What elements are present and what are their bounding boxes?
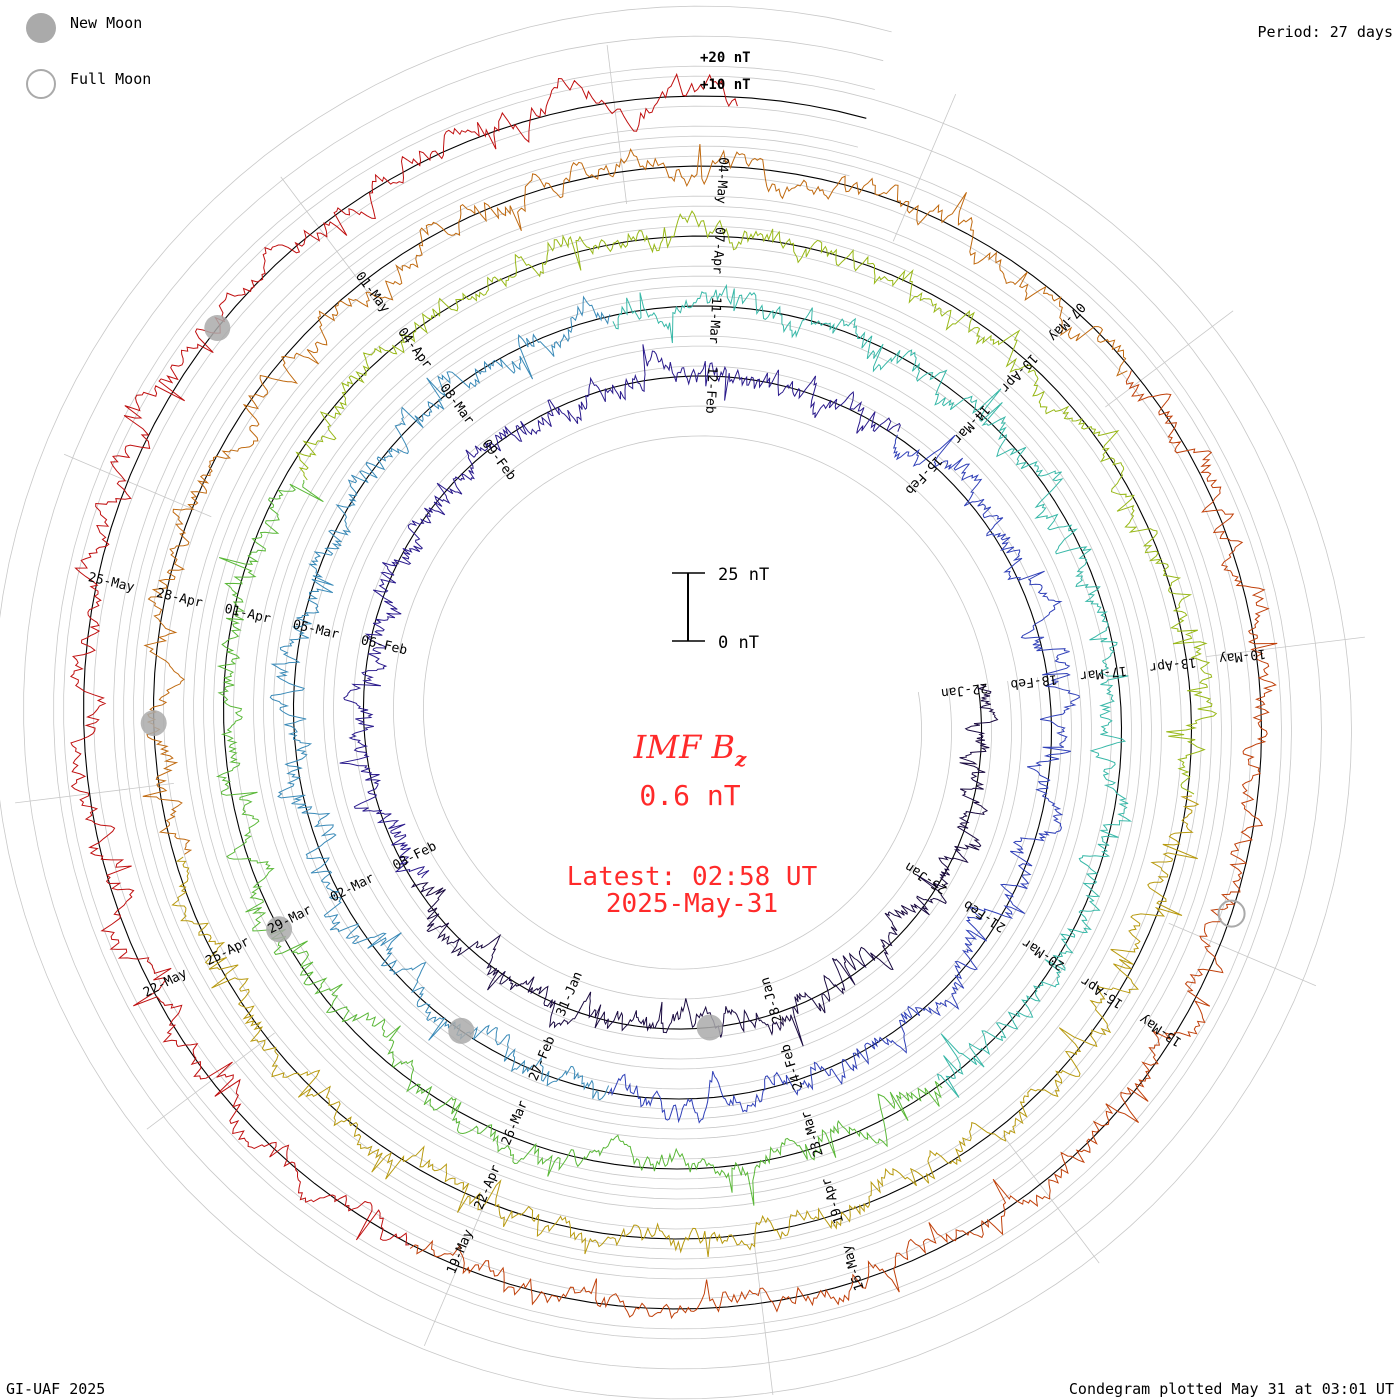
date-label-27: 13-Apr (1148, 654, 1197, 675)
date-label-36: 10-May (1218, 645, 1267, 666)
full-moon-legend-label: Full Moon (70, 70, 152, 88)
date-label-8: 15-Feb (902, 453, 945, 498)
plotted-timestamp: Condegram plotted May 31 at 03:01 UT (1068, 1380, 1394, 1398)
radial-spoke-0 (1206, 636, 1365, 657)
date-label-32: 28-Apr (155, 586, 204, 611)
center-title-main: IMF B (633, 728, 735, 766)
new-moon-legend-icon (26, 13, 56, 43)
latest-date: 2025-May-31 (606, 889, 778, 919)
grid-spiral-2 (53, 65, 1292, 1340)
period-label: Period: 27 days (1257, 23, 1393, 41)
center-value: 0.6 nT (639, 779, 740, 812)
latest-time: Latest: 02:58 UT (567, 862, 818, 892)
scale-top-label: 25 nT (718, 565, 769, 585)
full-moon-legend-icon (26, 69, 56, 99)
new-moon-marker-1 (448, 1017, 475, 1044)
bz-trace-segment-5 (215, 480, 943, 1206)
date-label-23: 01-Apr (223, 602, 272, 627)
date-label-3: 31-Jan (554, 970, 586, 1019)
bz-trace-segment-10 (69, 72, 738, 1246)
bz-trace-segment-7 (171, 795, 1200, 1257)
date-label-9: 18-Feb (1009, 671, 1058, 692)
ref-label-plus20: +20 nT (700, 50, 751, 66)
bz-trace-segment-4 (612, 283, 1133, 1098)
new-moon-marker-0 (696, 1014, 723, 1041)
radial-spoke-5 (146, 1032, 275, 1130)
scale-bottom-label: 0 nT (718, 633, 759, 653)
center-readout: IMF Bz 0.6 nT Latest: 02:58 UT 2025-May-… (567, 728, 818, 919)
date-label-34: 04-May (713, 157, 730, 205)
date-label-25: 07-Apr (709, 227, 726, 275)
radial-spoke-9 (606, 45, 627, 204)
bz-trace-segment-6 (295, 210, 1218, 795)
bz-trace-segment-0 (410, 683, 999, 1047)
date-label-0: 22-Jan (940, 680, 988, 701)
bz-data-trace (69, 72, 1278, 1320)
center-title-sub: z (734, 747, 747, 771)
radial-spoke-4 (423, 1198, 488, 1347)
radial-spoke-10 (892, 93, 957, 242)
date-label-33: 01-May (352, 269, 392, 316)
date-label-26: 10-Apr (997, 350, 1040, 395)
grid-spiral-3 (23, 35, 1322, 1370)
grid-spiral-0 (143, 155, 1202, 1250)
bz-trace-segment-1 (339, 344, 901, 879)
new-moon-marker-2 (266, 916, 293, 943)
radial-spokes (15, 45, 1365, 1395)
radial-spoke-11 (1105, 310, 1234, 408)
ref-label-plus10: +10 nT (700, 77, 751, 93)
bz-trace-segment-2 (607, 434, 1080, 1124)
radial-spoke-7 (63, 453, 212, 518)
bz-trace-segment-8 (142, 143, 1128, 855)
scale-bar: 25 nT 0 nT (672, 565, 769, 653)
center-title: IMF Bz (633, 728, 747, 771)
date-label-16: 11-Mar (706, 296, 723, 344)
radial-spoke-3 (753, 1236, 774, 1395)
new-moon-marker-3 (140, 710, 167, 737)
zero-reference-spiral (83, 95, 1263, 1310)
date-label-15: 08-Mar (436, 381, 476, 428)
date-label-7: 12-Feb (702, 366, 719, 414)
new-moon-legend-label: New Moon (70, 14, 143, 32)
zero-spiral (83, 95, 1263, 1310)
credit-label: GI-UAF 2025 (6, 1380, 106, 1398)
grid-spiral-4 (0, 5, 1352, 1400)
moon-markers (140, 315, 1246, 1044)
date-label-18: 17-Mar (1079, 662, 1128, 683)
bz-trace-segment-3 (269, 295, 611, 1101)
date-label-13: 02-Mar (328, 871, 377, 906)
radial-spoke-2 (1002, 1135, 1100, 1264)
spiral-grid (0, 5, 1352, 1400)
radial-spoke-6 (15, 783, 174, 804)
bz-trace-segment-9 (409, 370, 1278, 1320)
date-label-40: 22-May (141, 966, 190, 1001)
grid-spiral-1 (113, 125, 1232, 1280)
date-label-6: 09-Feb (478, 437, 518, 484)
date-label-41: 25-May (87, 570, 136, 595)
date-label-5: 06-Feb (359, 633, 408, 658)
new-moon-marker-4 (204, 315, 231, 341)
radial-spoke-1 (1168, 922, 1317, 987)
full-moon-marker-0 (1217, 899, 1246, 928)
